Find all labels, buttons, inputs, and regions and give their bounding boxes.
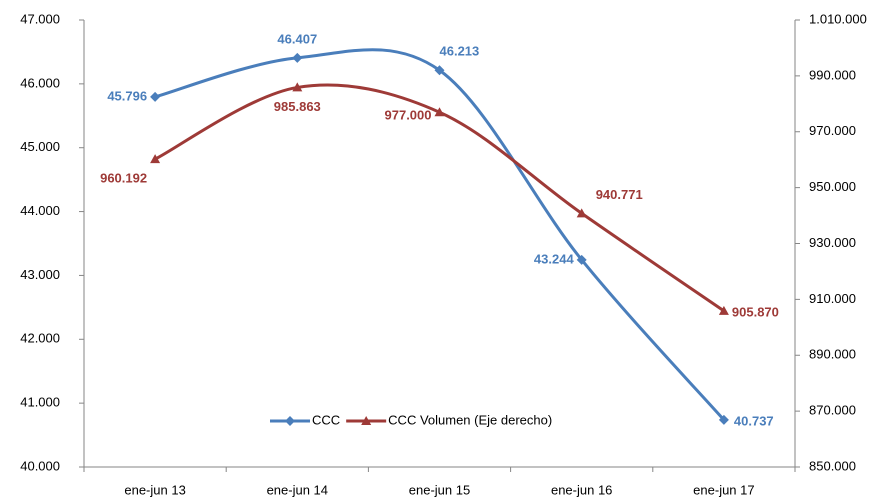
x-tick-label: ene-jun 17	[693, 482, 754, 497]
x-tick-label: ene-jun 13	[124, 482, 185, 497]
legend-marker	[361, 416, 372, 425]
y-tick-label: 47.000	[20, 11, 60, 26]
data-label: 45.796	[107, 88, 147, 103]
x-tick-label: ene-jun 16	[551, 482, 612, 497]
marker	[576, 254, 587, 265]
y2-tick-label: 950.000	[809, 179, 856, 194]
y2-tick-label: 850.000	[809, 458, 856, 473]
y-tick-label: 45.000	[20, 139, 60, 154]
y2-tick-label: 910.000	[809, 291, 856, 306]
data-label: 977.000	[385, 108, 432, 123]
y2-tick-label: 890.000	[809, 347, 856, 362]
data-label: 940.771	[596, 187, 643, 202]
marker	[718, 414, 729, 425]
x-tick-label: ene-jun 15	[409, 482, 470, 497]
marker	[292, 52, 303, 63]
y2-tick-label: 870.000	[809, 403, 856, 418]
data-label: 960.192	[100, 171, 147, 186]
y-tick-label: 42.000	[20, 331, 60, 346]
y2-tick-label: 990.000	[809, 67, 856, 82]
y-tick-label: 41.000	[20, 395, 60, 410]
data-label: 40.737	[734, 413, 774, 428]
data-label: 985.863	[274, 99, 321, 114]
y2-tick-label: 1.010.000	[809, 11, 867, 26]
marker	[150, 91, 161, 102]
legend-label: CCC Volumen (Eje derecho)	[388, 412, 552, 427]
y-tick-label: 44.000	[20, 203, 60, 218]
y-tick-label: 46.000	[20, 75, 60, 90]
marker	[292, 82, 303, 92]
data-label: 46.407	[277, 31, 317, 46]
y2-tick-label: 930.000	[809, 235, 856, 250]
marker	[434, 65, 445, 76]
y2-tick-label: 970.000	[809, 123, 856, 138]
marker	[150, 154, 161, 164]
y-tick-label: 40.000	[20, 458, 60, 473]
marker	[434, 107, 445, 117]
series-line	[154, 48, 726, 421]
x-tick-label: ene-jun 14	[267, 482, 328, 497]
data-label: 43.244	[534, 251, 575, 266]
y-tick-label: 43.000	[20, 267, 60, 282]
data-label: 46.213	[440, 44, 480, 59]
marker	[718, 305, 729, 315]
marker	[576, 208, 587, 218]
legend-marker	[285, 416, 295, 426]
data-label: 905.870	[732, 304, 779, 319]
legend-label: CCC	[312, 412, 340, 427]
